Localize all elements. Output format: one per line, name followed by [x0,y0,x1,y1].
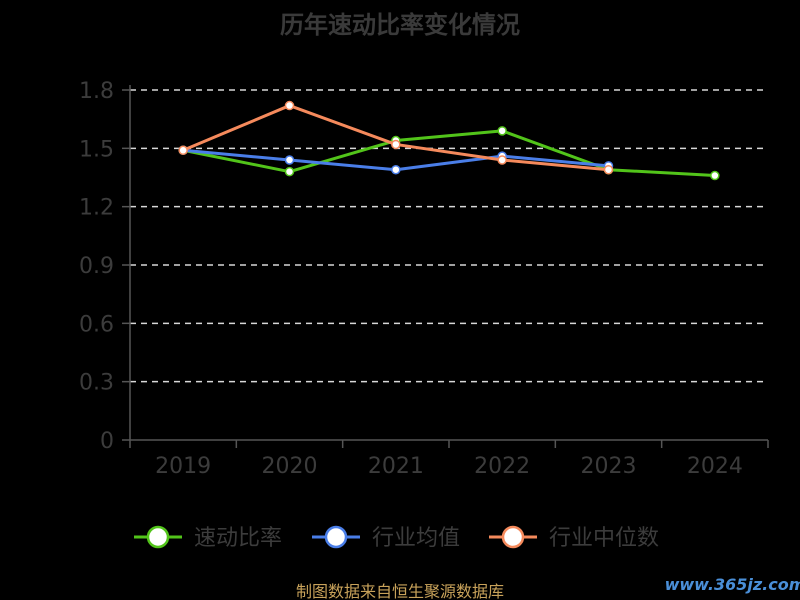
axes [122,85,769,448]
series-lines [178,100,720,181]
data-point[interactable] [284,100,295,111]
legend-marker [324,525,348,549]
legend-item-3[interactable]: 行业中位数 [489,525,659,551]
data-point[interactable] [710,170,720,181]
grid-lines [130,89,764,383]
series-3 [178,100,614,175]
series-line [182,129,715,178]
y-tick-label: 1.2 [79,196,114,221]
data-source-note: 制图数据来自恒生聚源数据库 [296,582,504,600]
x-tick-label: 2024 [687,454,743,479]
data-point[interactable] [284,166,295,177]
data-point[interactable] [178,145,188,156]
y-tick-label: 0 [100,429,114,454]
data-point[interactable] [391,164,401,175]
legend[interactable]: 速动比率 行业均值 行业中位数 [134,525,659,551]
y-tick-labels: 0 0.3 0.6 0.9 1.2 1.5 1.8 [79,79,114,454]
legend-marker [501,525,525,549]
y-tick-label: 0.9 [79,254,114,279]
data-point[interactable] [284,155,295,165]
data-point[interactable] [497,126,507,136]
legend-marker [146,525,170,549]
data-point[interactable] [391,139,401,150]
watermark-logo: www.365jz.com [665,575,800,594]
x-tick-label: 2019 [155,454,211,479]
y-tick-label: 0.3 [79,371,114,396]
legend-label: 速动比率 [194,526,282,551]
data-point[interactable] [603,164,614,175]
legend-label: 行业均值 [372,526,460,551]
x-tick-label: 2022 [474,454,530,479]
legend-label: 行业中位数 [549,526,659,551]
chart-title: 历年速动比率变化情况 [280,11,520,39]
x-tick-label: 2020 [262,454,318,479]
x-tick-labels: 2019 2020 2021 2022 2023 2024 [155,454,743,479]
x-tick-label: 2023 [581,454,637,479]
y-tick-label: 1.8 [79,79,114,104]
y-tick-label: 1.5 [79,137,114,162]
y-tick-label: 0.6 [79,312,114,337]
data-point[interactable] [497,155,507,165]
x-tick-label: 2021 [368,454,424,479]
legend-item-2[interactable]: 行业均值 [312,525,460,551]
legend-item-1[interactable]: 速动比率 [134,525,282,551]
series-2 [178,145,614,175]
